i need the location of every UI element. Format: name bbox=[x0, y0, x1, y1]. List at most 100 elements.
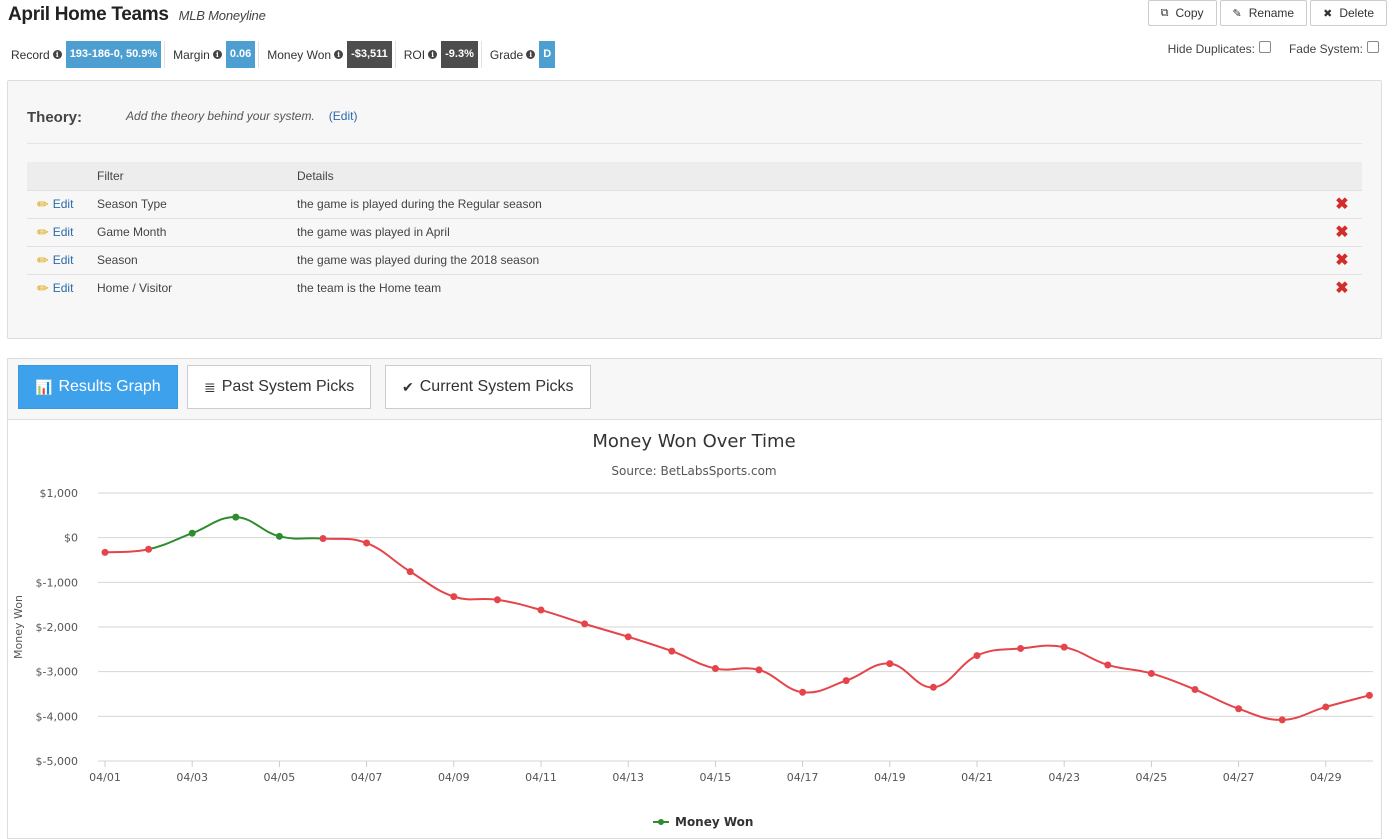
system-toggles: Hide Duplicates: Fade System: bbox=[1168, 41, 1379, 56]
checkmark-icon: ✔ bbox=[402, 378, 414, 395]
money-won-badge: -$3,511 bbox=[347, 41, 392, 68]
y-tick-label: $-5,000 bbox=[36, 755, 78, 768]
data-point bbox=[1191, 686, 1199, 694]
tab-results-graph[interactable]: 📊 Results Graph bbox=[18, 365, 178, 409]
series-line-segment bbox=[802, 679, 847, 694]
data-point bbox=[799, 688, 807, 696]
series-line-segment bbox=[758, 668, 803, 694]
edit-filter-link[interactable]: ✏ Edit bbox=[37, 280, 73, 297]
stat-roi: ROI i -9.3% bbox=[401, 41, 482, 68]
table-row: ✏ Edit Home / Visitor the team is the Ho… bbox=[27, 273, 1362, 302]
margin-label: Margin bbox=[173, 47, 210, 62]
x-tick-label: 04/05 bbox=[264, 771, 296, 784]
x-tick-label: 04/29 bbox=[1310, 771, 1342, 784]
database-icon: ≣ bbox=[204, 378, 216, 395]
series-line-segment bbox=[671, 650, 716, 670]
data-point bbox=[755, 666, 763, 674]
hide-duplicates-checkbox[interactable] bbox=[1258, 41, 1271, 53]
divider bbox=[27, 143, 1362, 144]
tab-current-system-picks[interactable]: ✔ Current System Picks bbox=[385, 365, 591, 409]
money-won-chart: Money Won Over Time Source: BetLabsSports… bbox=[12, 431, 1373, 829]
stat-record: Record i 193-186-0, 50.9% bbox=[8, 41, 166, 68]
series-line-segment bbox=[191, 516, 236, 535]
data-point bbox=[1278, 716, 1286, 724]
filter-details: the game was played during the 2018 seas… bbox=[297, 245, 1322, 274]
data-point bbox=[842, 677, 850, 685]
fade-system-checkbox[interactable] bbox=[1367, 41, 1379, 53]
series-line-segment bbox=[1194, 688, 1239, 710]
edit-filter-link[interactable]: ✏ Edit bbox=[37, 224, 73, 241]
series-line-segment bbox=[933, 654, 978, 689]
filter-name: Game Month bbox=[97, 217, 297, 246]
close-icon: ✖ bbox=[1323, 7, 1333, 20]
header-actions: ⧉ Copy ✎ Rename ✖ Delete bbox=[1147, 0, 1387, 26]
results-tabbar: 📊 Results Graph ≣ Past System Picks ✔ Cu… bbox=[8, 359, 1381, 420]
filter-name: Home / Visitor bbox=[97, 273, 297, 302]
record-badge: 193-186-0, 50.9% bbox=[65, 41, 162, 68]
series-line-segment bbox=[1107, 664, 1152, 675]
x-tick-label: 04/13 bbox=[612, 771, 644, 784]
tab-label: Results Graph bbox=[58, 378, 161, 395]
remove-filter-icon[interactable]: ✖ bbox=[1335, 224, 1349, 241]
data-point bbox=[1017, 644, 1025, 652]
data-point bbox=[1060, 643, 1068, 651]
x-tick-label: 04/03 bbox=[176, 771, 208, 784]
filter-details: the game is played during the Regular se… bbox=[297, 189, 1322, 218]
theory-panel: Theory: Add the theory behind your syste… bbox=[7, 80, 1382, 339]
series-line-segment bbox=[540, 609, 585, 625]
theory-edit-link[interactable]: (Edit) bbox=[328, 108, 358, 123]
edit-filter-link[interactable]: ✏ Edit bbox=[37, 196, 73, 213]
header-cell-details: Details bbox=[297, 162, 1322, 190]
chart-title: Money Won Over Time bbox=[592, 431, 795, 452]
header-cell-edit bbox=[27, 162, 97, 190]
info-icon[interactable]: i bbox=[526, 50, 536, 59]
edit-filter-link[interactable]: ✏ Edit bbox=[37, 252, 73, 269]
header-cell-remove bbox=[1322, 162, 1362, 190]
series-line-segment bbox=[1064, 646, 1109, 666]
info-icon[interactable]: i bbox=[428, 50, 438, 59]
remove-filter-icon[interactable]: ✖ bbox=[1335, 196, 1349, 213]
fade-system-toggle[interactable]: Fade System: bbox=[1288, 41, 1379, 56]
info-icon[interactable]: i bbox=[334, 50, 344, 59]
edit-cell: ✏ Edit bbox=[27, 217, 97, 246]
fade-system-label: Fade System: bbox=[1288, 42, 1363, 56]
record-label: Record bbox=[11, 47, 50, 62]
data-point bbox=[450, 593, 458, 601]
rename-button[interactable]: ✎ Rename bbox=[1219, 0, 1308, 26]
series-line-segment bbox=[976, 647, 1021, 657]
delete-button[interactable]: ✖ Delete bbox=[1310, 0, 1387, 26]
info-icon[interactable]: i bbox=[52, 50, 62, 59]
copy-icon: ⧉ bbox=[1160, 6, 1169, 19]
info-icon[interactable]: i bbox=[212, 50, 222, 59]
data-point bbox=[188, 529, 196, 537]
series-line-segment bbox=[1238, 707, 1283, 721]
data-point bbox=[973, 652, 981, 660]
edit-label: Edit bbox=[52, 225, 74, 239]
data-point bbox=[711, 665, 719, 673]
grade-label: Grade bbox=[489, 47, 524, 62]
data-point bbox=[624, 633, 632, 641]
data-point bbox=[581, 620, 589, 628]
stat-money-won: Money Won i -$3,511 bbox=[264, 41, 396, 68]
theory-text: Add the theory behind your system. bbox=[126, 108, 315, 123]
legend-label: Money Won bbox=[675, 815, 753, 829]
series-line-segment bbox=[845, 662, 890, 682]
series-line-segment bbox=[279, 535, 324, 540]
y-tick-label: $-3,000 bbox=[36, 666, 78, 679]
series-line-segment bbox=[409, 570, 455, 598]
remove-filter-icon[interactable]: ✖ bbox=[1335, 252, 1349, 269]
remove-filter-icon[interactable]: ✖ bbox=[1335, 280, 1349, 298]
tab-past-system-picks[interactable]: ≣ Past System Picks bbox=[187, 365, 372, 409]
data-point bbox=[1104, 661, 1112, 669]
x-tick-label: 04/25 bbox=[1136, 771, 1168, 784]
header-cell-filter: Filter bbox=[97, 162, 297, 190]
pencil-icon: ✏ bbox=[37, 223, 49, 240]
bar-chart-icon: 📊 bbox=[35, 378, 53, 395]
hide-duplicates-toggle[interactable]: Hide Duplicates: bbox=[1168, 41, 1271, 56]
series-line-segment bbox=[148, 532, 193, 551]
grade-badge: D bbox=[539, 41, 556, 68]
stats-bar: Record i 193-186-0, 50.9% Margin i 0.06 … bbox=[8, 41, 563, 68]
copy-button[interactable]: ⧉ Copy bbox=[1147, 0, 1217, 26]
x-tick-label: 04/21 bbox=[961, 771, 993, 784]
series-line-segment bbox=[889, 662, 934, 689]
